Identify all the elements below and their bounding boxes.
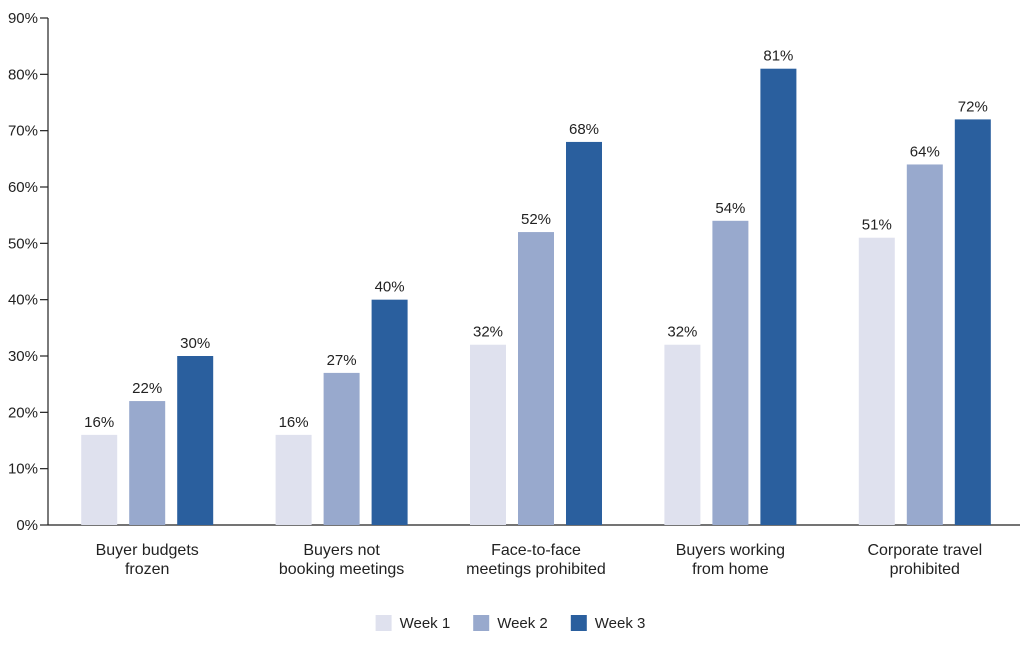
data-label: 40% xyxy=(375,279,405,296)
x-category-label: Face-to-face xyxy=(491,542,581,559)
data-label: 22% xyxy=(132,380,162,397)
bars-layer xyxy=(81,68,991,526)
bar-week-2 xyxy=(712,220,749,526)
data-label: 30% xyxy=(180,335,210,352)
bar-week-3 xyxy=(371,299,408,525)
bar-week-1 xyxy=(470,344,506,525)
data-label: 72% xyxy=(958,98,988,115)
y-tick-label: 70% xyxy=(8,123,38,140)
y-tick-label: 20% xyxy=(8,404,38,421)
data-label: 32% xyxy=(473,324,503,341)
bar-week-2 xyxy=(323,372,360,525)
legend-swatch xyxy=(473,615,490,631)
y-tick-label: 30% xyxy=(8,348,38,365)
x-category-label: from home xyxy=(692,561,769,578)
data-label: 51% xyxy=(862,217,892,234)
x-category-label: meetings prohibited xyxy=(466,561,606,578)
legend-label: Week 2 xyxy=(497,615,548,632)
bar-week-3 xyxy=(954,119,991,526)
y-tick-label: 90% xyxy=(8,10,38,27)
bar-week-1 xyxy=(664,344,701,525)
y-tick-label: 50% xyxy=(8,235,38,252)
y-tick-label: 40% xyxy=(8,292,38,309)
bar-week-1 xyxy=(858,237,895,525)
axes-layer: 0% 10% 20% 30% 40% 50% 60% 70% 80% 90% Buyer budge… xyxy=(8,10,1020,578)
y-tick-label: 10% xyxy=(8,461,38,478)
bar-week-2 xyxy=(906,164,943,525)
legend-swatch xyxy=(375,615,392,631)
data-label: 52% xyxy=(521,211,551,228)
legend-label: Week 3 xyxy=(595,615,646,632)
bar-week-2 xyxy=(129,401,166,525)
bar-week-3 xyxy=(760,68,797,525)
data-label: 32% xyxy=(667,324,697,341)
data-labels-layer: 16% 22% 30% 16% 27% 40% 32% 52% 68% 32% 54% 81% 51% 6… xyxy=(84,48,988,431)
legend-label: Week 1 xyxy=(400,615,451,632)
bar-week-1 xyxy=(275,434,312,525)
x-category-label: Buyer budgets xyxy=(96,542,199,559)
legend: Week 1 Week 2 Week 3 xyxy=(375,615,646,632)
bar-week-3 xyxy=(566,141,602,525)
data-label: 81% xyxy=(763,48,793,65)
data-label: 16% xyxy=(84,414,114,431)
data-label: 54% xyxy=(715,200,745,217)
y-tick-label: 60% xyxy=(8,179,38,196)
y-tick-label: 0% xyxy=(16,517,38,534)
x-category-label: Buyers working xyxy=(676,542,785,559)
bar-week-1 xyxy=(81,434,118,525)
bar-week-3 xyxy=(177,356,214,525)
data-label: 27% xyxy=(327,352,357,369)
x-category-label: Buyers not xyxy=(303,542,380,559)
data-label: 16% xyxy=(279,414,309,431)
data-label: 68% xyxy=(569,121,599,138)
x-category-label: Corporate travel xyxy=(867,542,982,559)
x-category-label: booking meetings xyxy=(279,561,404,578)
y-tick-label: 80% xyxy=(8,66,38,83)
data-label: 64% xyxy=(910,143,940,160)
x-category-label: prohibited xyxy=(890,561,960,578)
x-category-label: frozen xyxy=(125,561,169,578)
legend-swatch xyxy=(570,615,587,631)
bar-week-2 xyxy=(518,232,554,526)
